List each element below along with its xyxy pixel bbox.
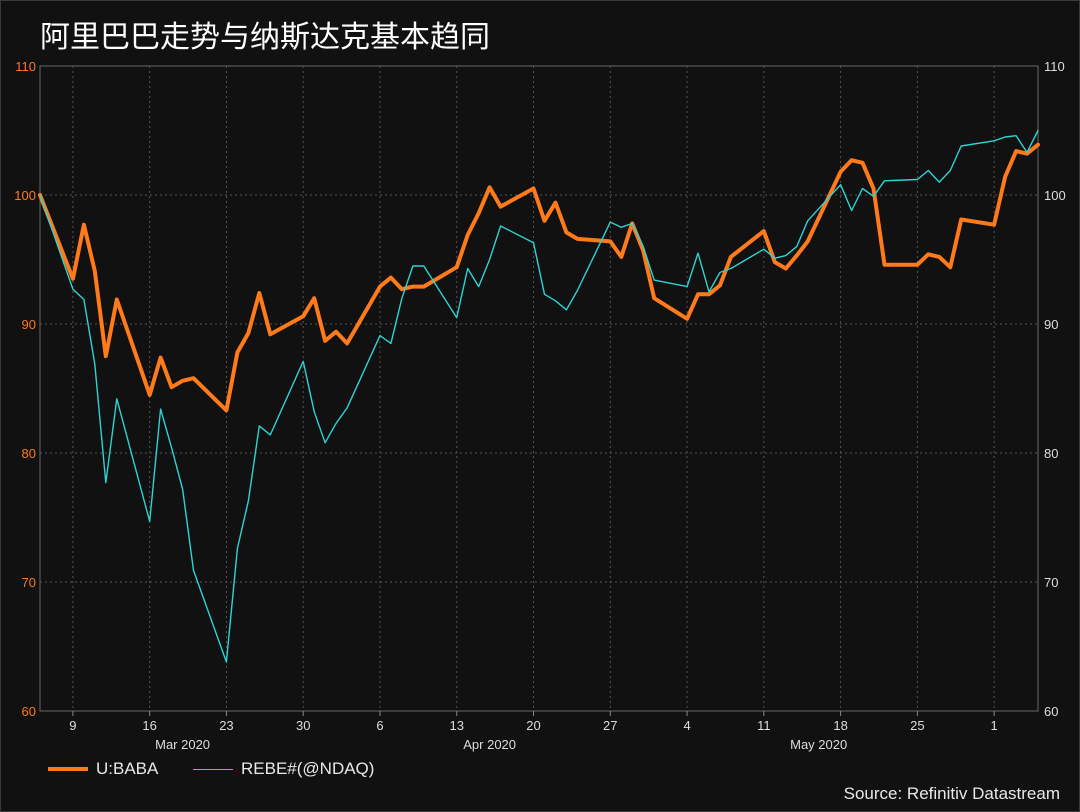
y-tick-label-right: 100 xyxy=(1044,188,1066,203)
x-month-label: Apr 2020 xyxy=(463,737,516,752)
y-tick-label-left: 80 xyxy=(22,446,36,461)
y-tick-label-left: 90 xyxy=(22,317,36,332)
x-tick-label: 1 xyxy=(991,718,998,733)
x-tick-label: 11 xyxy=(757,718,771,733)
axes: 60 60 70 70 80 80 90 90 100 100 110 110 9 16 23 30 6 13 20… xyxy=(14,59,1065,752)
legend-label-baba: U:BABA xyxy=(96,759,159,778)
x-tick-label: 25 xyxy=(910,718,924,733)
y-tick-label-left: 60 xyxy=(22,704,36,719)
legend-item-ndaq: REBE#(@NDAQ) xyxy=(193,759,374,779)
x-month-label: Mar 2020 xyxy=(155,737,210,752)
y-tick-label-right: 90 xyxy=(1044,317,1058,332)
y-tick-label-right: 70 xyxy=(1044,575,1058,590)
y-tick-label-left: 100 xyxy=(14,188,36,203)
y-tick-label-left: 110 xyxy=(15,59,36,74)
series-line-baba xyxy=(38,142,1040,413)
legend-swatch-baba xyxy=(48,767,88,771)
y-tick-label-right: 110 xyxy=(1044,59,1065,74)
y-tick-label-left: 70 xyxy=(22,575,36,590)
x-tick-label: 6 xyxy=(376,718,383,733)
y-tick-label-right: 60 xyxy=(1044,704,1058,719)
legend-label-ndaq: REBE#(@NDAQ) xyxy=(241,759,375,778)
x-tick-label: 27 xyxy=(603,718,617,733)
series-lines xyxy=(38,129,1040,663)
source-note: Source: Refinitiv Datastream xyxy=(843,784,1060,803)
x-tick-label: 13 xyxy=(450,718,464,733)
plot-border xyxy=(39,65,1039,712)
legend-swatch-ndaq xyxy=(193,768,233,770)
x-month-label: May 2020 xyxy=(790,737,847,752)
x-tick-label: 30 xyxy=(296,718,310,733)
grid-lines xyxy=(40,66,1038,711)
x-tick-label: 4 xyxy=(683,718,690,733)
y-tick-label-right: 80 xyxy=(1044,446,1058,461)
chart-title: 阿里巴巴走势与纳斯达克基本趋同 xyxy=(40,20,490,55)
x-tick-label: 16 xyxy=(142,718,156,733)
x-tick-label: 18 xyxy=(833,718,847,733)
series-line-ndaq xyxy=(39,129,1039,663)
x-tick-label: 20 xyxy=(526,718,540,733)
legend-item-baba: U:BABA xyxy=(48,759,158,779)
x-tick-label: 23 xyxy=(219,718,233,733)
x-tick-label: 9 xyxy=(69,718,76,733)
